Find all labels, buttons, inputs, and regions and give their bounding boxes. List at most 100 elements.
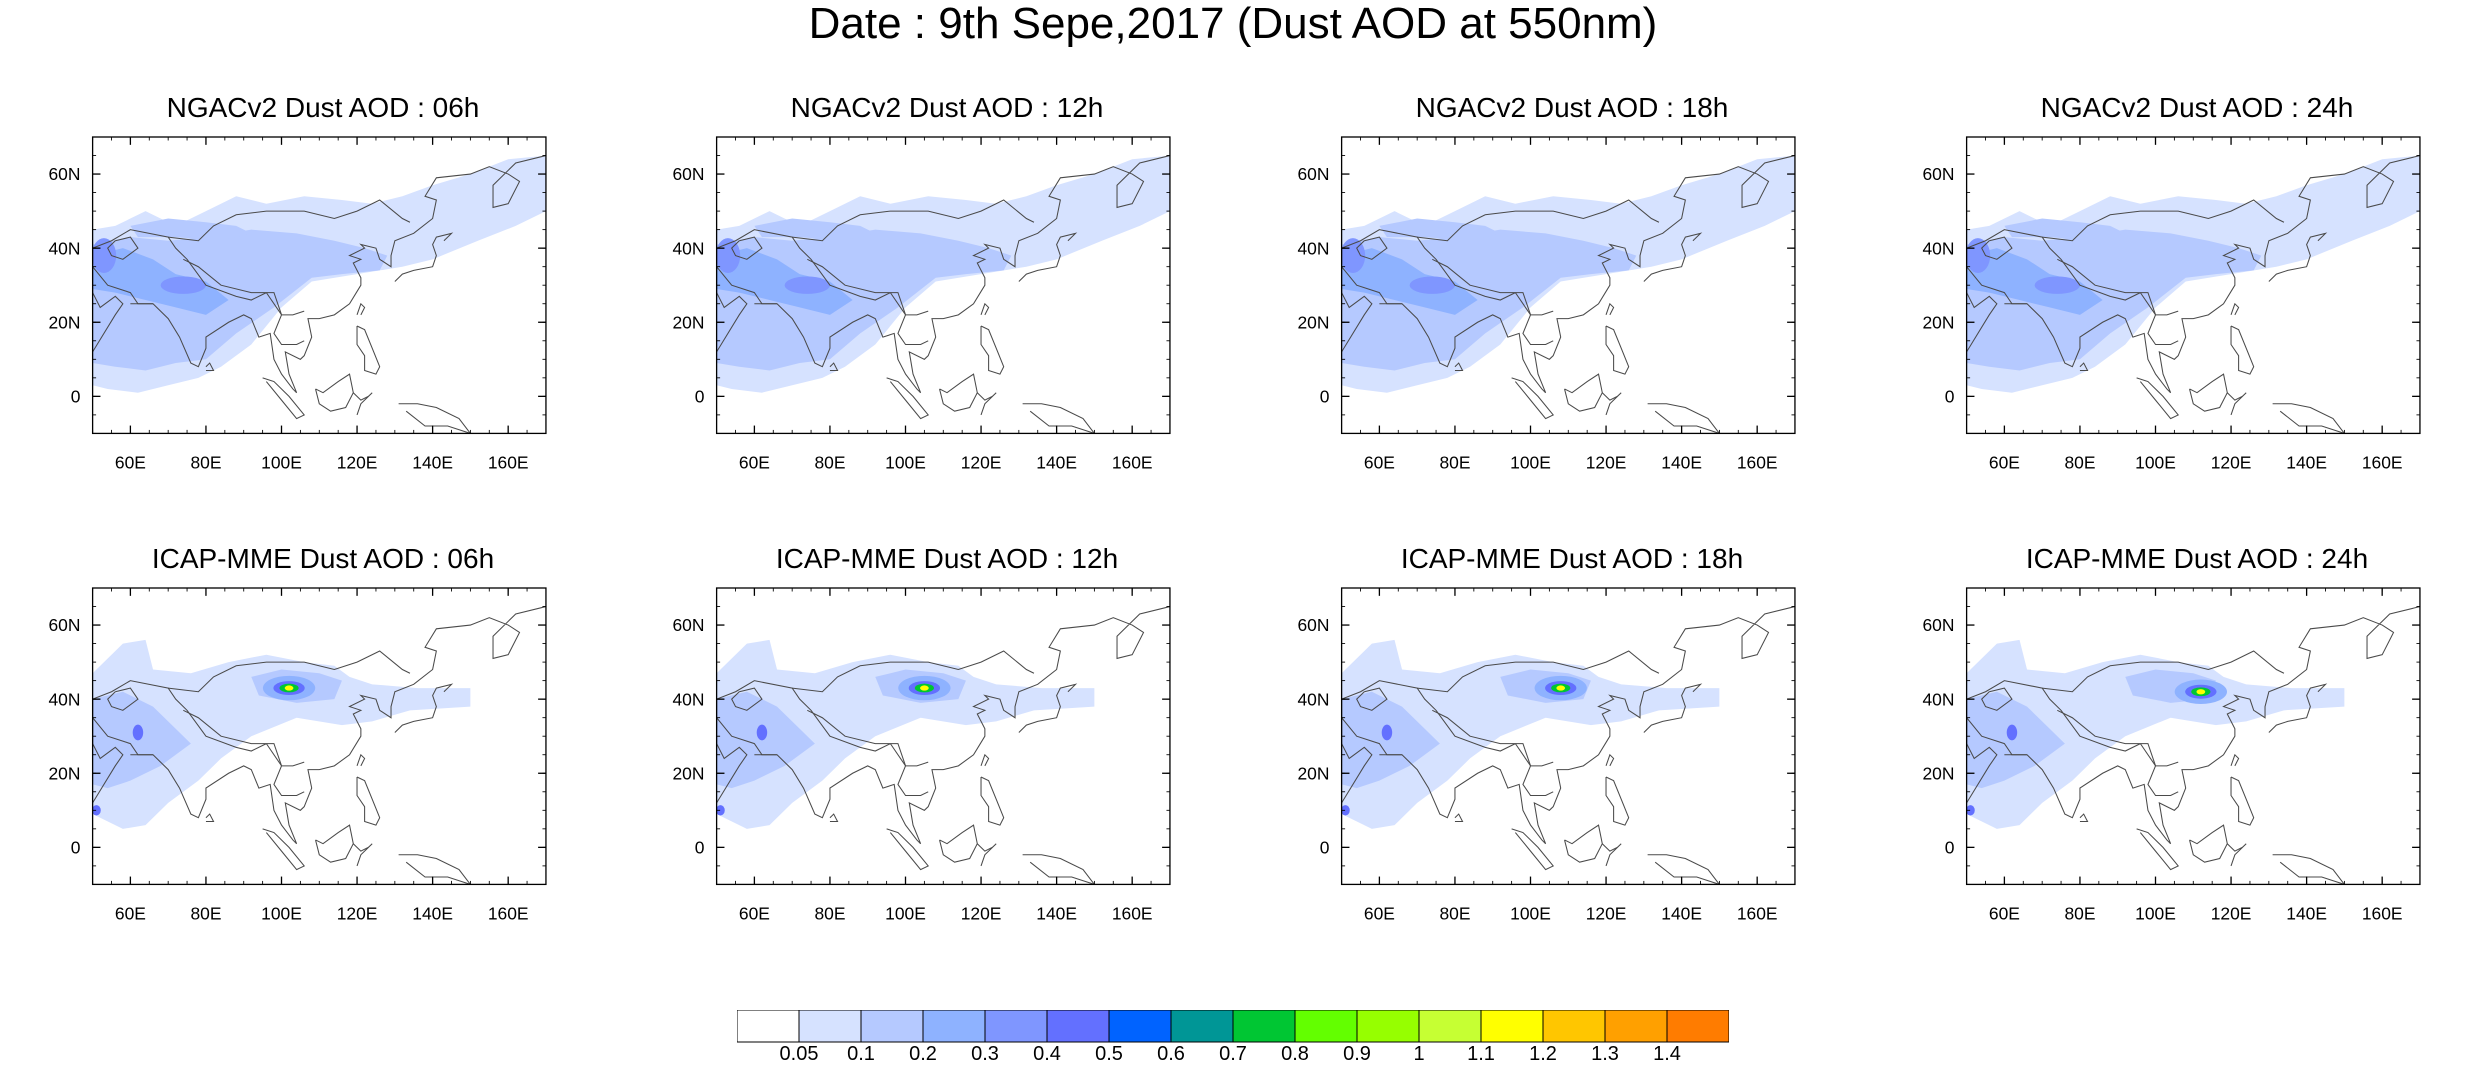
coastline [2042,650,2285,693]
colorbar-swatch [1418,1010,1482,1043]
colorbar-label: 1.4 [1653,1043,1681,1060]
aod-level-0.1 [1966,639,2345,829]
lon-tick-label: 140E [412,903,453,923]
coastline [1966,717,2028,756]
coastline [1356,687,1388,711]
colorbar-label: 1 [1413,1043,1424,1060]
map-panel-ngac-18h: NGACv2 Dust AOD : 18h 60E 80E 100E 120E 140E… [1297,92,1832,477]
lon-tick-label: 80E [190,903,221,923]
coastline [731,236,763,260]
lon-tick-label: 80E [190,452,221,472]
lon-tick-label: 100E [261,452,302,472]
lat-tick-label: 0 [695,837,705,857]
coastline [1417,199,1660,242]
coastline [754,155,1170,394]
colorbar-swatch [1108,1010,1172,1043]
lat-tick-label: 40N [1922,689,1954,709]
coastline [1601,843,1622,867]
lon-tick-label: 140E [1661,903,1702,923]
colorbar-label: 0.3 [971,1043,999,1060]
lon-tick-label: 160E [488,452,529,472]
aod-level-0.2 [1341,229,1637,371]
lon-tick-label: 160E [1112,452,1153,472]
coastline [980,302,990,316]
lon-tick-label: 140E [1036,452,1077,472]
dust-aod-map: 60E 80E 100E 120E 140E 160E 60N 40N 20N 0 [672,136,1171,472]
lat-tick-label: 40N [48,689,80,709]
lat-tick-label: 20N [1297,312,1329,332]
lon-tick-label: 80E [2064,452,2095,472]
lon-tick-label: 80E [2064,903,2095,923]
aod-level-0.2 [716,229,1012,371]
coastline [1966,229,2141,353]
panel-title: NGACv2 Dust AOD : 12h [790,92,1104,123]
lat-tick-label: 20N [672,763,704,783]
coastline [1454,813,1464,822]
coastline [1605,302,1615,316]
lon-tick-label: 60E [1989,903,2020,923]
coastline [92,266,154,305]
lon-tick-label: 140E [412,452,453,472]
coastline [2230,776,2255,826]
coastline [356,776,381,826]
map-panel-icap-18h: ICAP-MME Dust AOD : 18h 60E 80E 100E 120E 14… [1297,543,1832,928]
aod-field [716,137,1170,434]
coastline [2136,828,2180,871]
panel-title: ICAP-MME Dust AOD : 24h [2025,543,2369,574]
lon-tick-label: 60E [115,452,146,472]
lat-tick-label: 0 [71,386,81,406]
lon-tick-label: 140E [2286,452,2327,472]
coastline [1966,680,2141,804]
coastline [1514,292,1554,346]
lat-tick-label: 20N [1297,763,1329,783]
coastline [352,843,373,867]
panel-title: NGACv2 Dust AOD : 18h [1415,92,1729,123]
aod-level-0.1 [1341,639,1720,829]
colorbar-swatch [1604,1010,1668,1043]
coastline [1605,325,1630,375]
lat-tick-label: 60N [48,164,80,184]
colorbar-swatch [984,1010,1048,1043]
lon-tick-label: 80E [1439,903,1470,923]
coastline [1981,687,2013,711]
dust-aod-map: 60E 80E 100E 120E 140E 160E 60N 40N 20N 0 [1297,136,1796,472]
coastline [1981,236,2013,260]
map-panel-icap-12h: ICAP-MME Dust AOD : 12h 60E 80E 100E 120E 14… [672,543,1207,928]
coastline [2136,377,2180,420]
aod-level-1.1 [2196,689,2206,695]
coastline [398,854,472,885]
coastline [829,362,839,371]
lat-tick-label: 0 [1945,386,1955,406]
lat-tick-label: 20N [672,312,704,332]
lon-tick-label: 100E [2135,903,2176,923]
coastline [1018,683,1078,733]
aod-level-0.5 [1381,724,1393,741]
coastline [716,229,891,353]
coastline [92,229,267,353]
colorbar-label: 0.9 [1343,1043,1371,1060]
lat-tick-label: 40N [1922,238,1954,258]
coastline [792,199,1035,242]
coastline [2004,155,2420,394]
coastline [1514,743,1554,797]
coastline [980,325,1005,375]
coastline [1022,854,1096,885]
coastline [731,687,763,711]
coastline [2268,683,2328,733]
panel-title: NGACv2 Dust AOD : 24h [2040,92,2354,123]
coastline [168,650,411,693]
coastline [807,258,929,316]
colorbar-swatch [1542,1010,1606,1043]
map-panel-ngac-12h: NGACv2 Dust AOD : 12h 60E 80E 100E 120E 140E… [672,92,1207,477]
lat-tick-label: 40N [672,238,704,258]
coastline [265,292,305,346]
colorbar-swatch [1046,1010,1110,1043]
colorbar-label: 0.2 [909,1043,937,1060]
coastline [1432,709,1554,767]
aod-level-0.4 [160,276,206,294]
colorbar-swatch [1232,1010,1296,1043]
colorbar-swatch [798,1010,862,1043]
coastline [889,292,929,346]
aod-level-0.5 [1341,805,1350,816]
lon-tick-label: 120E [2211,452,2252,472]
